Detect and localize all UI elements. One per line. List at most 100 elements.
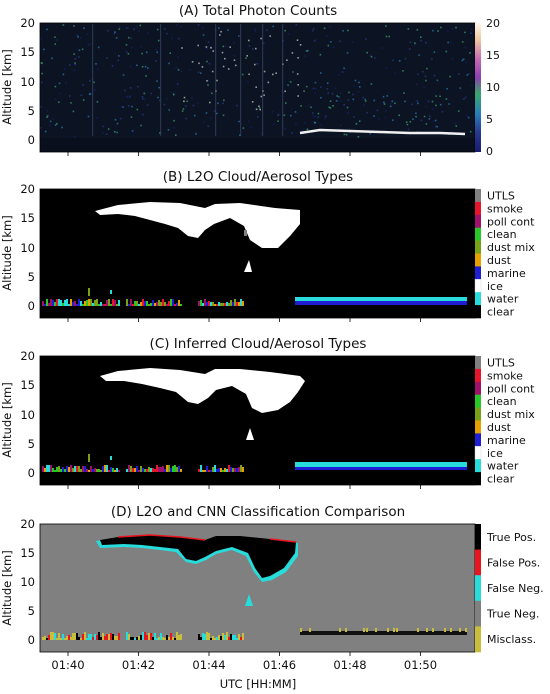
photon-speckle xyxy=(54,36,56,38)
comparison-column xyxy=(300,628,302,632)
photon-speckle xyxy=(423,86,426,89)
panel-d-legend: True Pos. False Pos. False Neg. True Neg. Mi… xyxy=(475,524,544,653)
photon-speckle xyxy=(130,116,133,118)
aerosol-column xyxy=(52,300,54,306)
photon-speckle xyxy=(163,103,166,106)
photon-speckle xyxy=(305,85,308,88)
photon-speckle xyxy=(417,73,419,76)
aerosol-column xyxy=(68,304,70,306)
photon-speckle xyxy=(118,55,120,57)
comparison-column xyxy=(208,633,210,640)
photon-speckle xyxy=(447,30,449,33)
comparison-column xyxy=(128,634,130,640)
photon-speckle xyxy=(374,57,376,59)
aerosol-column xyxy=(150,303,152,306)
aerosol-column xyxy=(110,467,112,472)
photon-speckle xyxy=(136,25,138,28)
photon-speckle xyxy=(82,84,85,86)
photon-speckle xyxy=(74,63,76,66)
photon-speckle xyxy=(221,51,224,54)
photon-speckle xyxy=(254,28,256,30)
photon-speckle xyxy=(434,119,437,122)
comparison-column xyxy=(172,637,174,640)
aerosol-column xyxy=(74,466,76,472)
photon-speckle xyxy=(314,91,317,94)
comparison-column xyxy=(64,638,66,640)
photon-speckle xyxy=(275,72,277,74)
photon-speckle xyxy=(329,26,331,28)
photon-speckle xyxy=(343,67,345,70)
photon-speckle xyxy=(118,28,121,30)
aerosol-column xyxy=(136,466,138,472)
aerosol-column xyxy=(62,303,64,306)
photon-speckle xyxy=(320,124,323,126)
comparison-column xyxy=(236,638,238,640)
comparison-column xyxy=(202,633,204,640)
photon-speckle xyxy=(61,126,63,129)
aerosol-column xyxy=(70,465,72,472)
photon-speckle xyxy=(434,125,437,128)
photon-speckle xyxy=(426,67,428,70)
photon-speckle xyxy=(176,83,179,85)
comparison-column xyxy=(146,635,148,640)
comparison-column xyxy=(152,637,154,640)
panel-c-ytick-20: 20 xyxy=(20,349,35,363)
aerosol-column xyxy=(60,300,62,306)
aerosol-column xyxy=(128,304,130,306)
aerosol-column xyxy=(82,304,84,306)
photon-speckle xyxy=(140,45,142,48)
photon-speckle xyxy=(312,27,315,30)
photon-speckle xyxy=(198,62,200,65)
photon-speckle xyxy=(385,110,387,112)
photon-speckle xyxy=(380,47,383,49)
photon-speckle xyxy=(328,106,330,109)
photon-speckle xyxy=(220,30,222,33)
panel-d-ytick-20: 20 xyxy=(20,517,35,531)
comparison-column xyxy=(112,634,114,640)
photon-speckle xyxy=(299,44,302,46)
legend-swatch xyxy=(475,420,481,434)
photon-speckle xyxy=(209,101,211,104)
photon-speckle xyxy=(409,41,412,43)
panel-a-ytick-15: 15 xyxy=(20,45,35,59)
photon-speckle xyxy=(81,48,84,51)
aerosol-column xyxy=(230,467,232,472)
photon-speckle xyxy=(459,87,462,89)
photon-speckle xyxy=(142,113,144,116)
photon-speckle xyxy=(271,111,274,113)
photon-speckle xyxy=(320,86,322,88)
photon-speckle xyxy=(327,92,330,94)
panel-a-cbar-10: 10 xyxy=(486,81,500,94)
comparison-column xyxy=(142,632,144,640)
photon-speckle xyxy=(448,103,450,105)
aerosol-column xyxy=(54,470,56,472)
aerosol-column xyxy=(144,301,146,306)
photon-speckle xyxy=(312,115,315,117)
panel-a-ytick-5: 5 xyxy=(28,104,35,118)
photon-speckle xyxy=(182,108,185,110)
photon-speckle xyxy=(183,100,185,103)
comparison-column xyxy=(82,634,84,640)
comparison-column xyxy=(84,632,86,640)
comparison-column xyxy=(459,628,461,632)
photon-speckle xyxy=(96,101,99,103)
legend-label: clean xyxy=(487,228,517,241)
photon-speckle xyxy=(415,100,417,103)
photon-speckle xyxy=(294,111,297,113)
photon-speckle xyxy=(449,75,451,78)
comparison-column xyxy=(150,633,152,640)
photon-speckle xyxy=(345,133,348,136)
x-tick-label: 01:40 xyxy=(51,658,84,672)
photon-speckle xyxy=(89,80,91,82)
panel-d-false-neg-patch xyxy=(245,594,253,606)
aerosol-column xyxy=(212,302,214,306)
photon-speckle xyxy=(411,103,413,106)
aerosol-column xyxy=(236,302,238,306)
aerosol-column xyxy=(160,302,162,306)
photon-speckle xyxy=(323,27,326,30)
photon-speckle xyxy=(78,49,81,51)
photon-speckle xyxy=(362,96,364,99)
photon-speckle xyxy=(46,28,48,31)
photon-speckle xyxy=(470,28,473,30)
aerosol-column xyxy=(50,299,52,306)
